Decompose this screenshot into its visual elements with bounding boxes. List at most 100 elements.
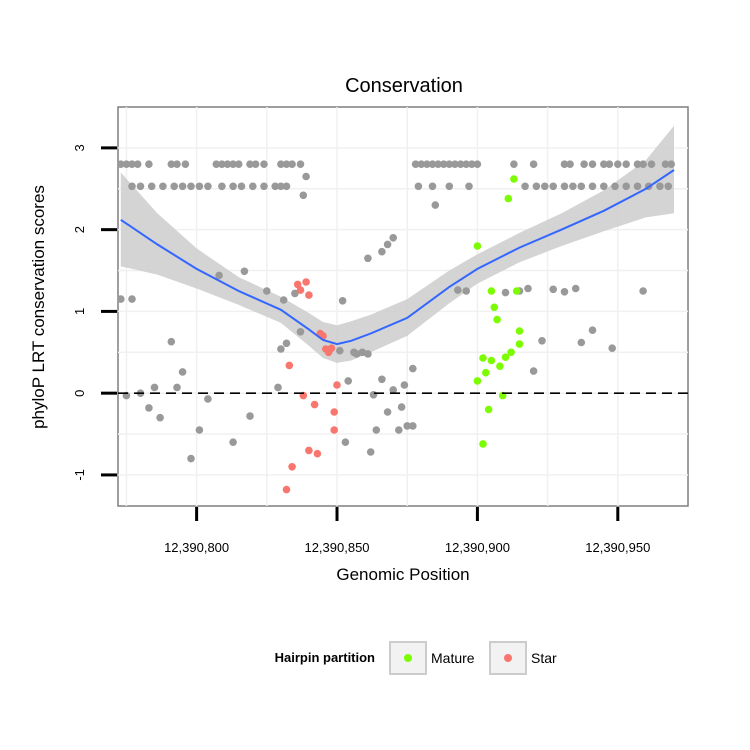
data-point-other — [156, 413, 164, 422]
y-axis-title: phyloP LRT conservation scores — [29, 185, 48, 429]
data-point-star — [293, 280, 302, 289]
y-axis-tick-label: 2 — [72, 226, 87, 233]
data-point-other — [336, 346, 344, 355]
chart-title: Conservation — [345, 75, 463, 97]
data-point-other — [428, 160, 437, 168]
smooth-line — [120, 169, 675, 346]
data-point-other — [409, 422, 417, 430]
data-point-other — [251, 160, 260, 168]
data-point-other — [378, 375, 386, 384]
data-point-other — [633, 160, 642, 168]
data-point-other — [302, 172, 310, 181]
data-point-other — [622, 160, 630, 168]
data-point-mature — [479, 354, 487, 362]
data-point-other — [541, 182, 549, 191]
data-point-other — [237, 182, 246, 191]
data-point-other — [549, 182, 557, 191]
data-point-other — [588, 160, 597, 168]
data-point-mature — [510, 175, 518, 183]
data-point-other — [414, 182, 423, 191]
y-axis-tick-label: -1 — [72, 469, 87, 481]
data-point-other — [218, 160, 226, 168]
data-point-other — [549, 285, 557, 294]
data-point-other — [170, 182, 178, 191]
data-point-other — [445, 160, 454, 168]
data-point-other — [282, 160, 291, 168]
data-point-other — [260, 182, 268, 191]
data-point-mature — [501, 353, 510, 362]
data-point-other — [462, 287, 471, 295]
x-axis-tick-label: 12,390,800 — [164, 540, 229, 555]
legend-title: Hairpin partition — [275, 650, 375, 665]
x-axis-tick-label: 12,390,850 — [304, 540, 369, 555]
data-point-other — [423, 160, 431, 168]
data-point-other — [647, 160, 656, 168]
data-point-other — [611, 182, 619, 191]
data-point-other — [122, 160, 131, 168]
data-point-other — [661, 160, 670, 168]
data-point-other — [277, 160, 285, 168]
data-point-other — [445, 182, 454, 191]
data-point-other — [532, 182, 541, 191]
data-point-star — [327, 344, 336, 353]
data-point-mature — [487, 287, 496, 295]
data-point-other — [639, 287, 647, 295]
data-point-mature — [487, 356, 496, 365]
data-point-other — [538, 337, 546, 345]
data-point-other — [600, 160, 608, 168]
data-point-other — [173, 383, 181, 392]
data-point-other — [400, 381, 409, 389]
legend: Hairpin partition Mature Star — [275, 641, 557, 675]
data-point-other — [451, 160, 459, 168]
data-point-other — [218, 182, 226, 191]
confidence-band — [120, 125, 675, 363]
data-point-other — [395, 426, 403, 434]
data-point-other — [282, 339, 291, 348]
data-point-mature — [473, 242, 482, 250]
data-point-other — [389, 386, 398, 394]
data-point-other — [240, 267, 249, 276]
data-point-other — [195, 182, 204, 191]
data-point-other — [299, 191, 308, 200]
data-point-other — [277, 182, 285, 191]
data-point-other — [397, 403, 406, 411]
data-point-other — [187, 454, 195, 463]
data-point-other — [215, 271, 223, 280]
data-point-other — [521, 182, 529, 191]
data-point-other — [204, 182, 212, 191]
data-point-other — [271, 182, 280, 191]
data-point-mature — [482, 368, 490, 377]
data-point-star — [288, 463, 296, 471]
data-point-other — [279, 296, 288, 304]
data-point-other — [409, 364, 417, 373]
data-point-other — [560, 182, 569, 191]
data-point-other — [468, 160, 476, 168]
data-point-mature — [515, 327, 524, 335]
data-point-other — [277, 345, 285, 353]
data-point-mature — [484, 405, 493, 414]
data-point-star — [302, 278, 310, 286]
data-point-other — [145, 160, 153, 168]
data-point-other — [378, 247, 386, 256]
data-point-other — [439, 160, 448, 168]
data-point-other — [274, 383, 282, 392]
data-point-mature — [479, 440, 487, 448]
data-point-other — [128, 160, 136, 168]
data-point-other — [454, 286, 462, 294]
data-point-other — [588, 326, 597, 335]
data-point-other — [246, 160, 254, 168]
data-point-other — [383, 408, 392, 416]
data-point-other — [614, 160, 622, 168]
data-point-other — [246, 412, 254, 420]
data-point-star — [313, 449, 322, 458]
data-point-star — [282, 485, 291, 494]
data-point-star — [310, 400, 319, 409]
data-point-star — [305, 446, 313, 455]
data-point-other — [296, 328, 305, 336]
data-point-other — [260, 160, 268, 168]
data-point-other — [341, 438, 350, 447]
data-point-other — [588, 182, 597, 191]
data-point-other — [633, 182, 642, 191]
data-point-other — [195, 426, 204, 434]
data-point-mature — [515, 340, 524, 348]
